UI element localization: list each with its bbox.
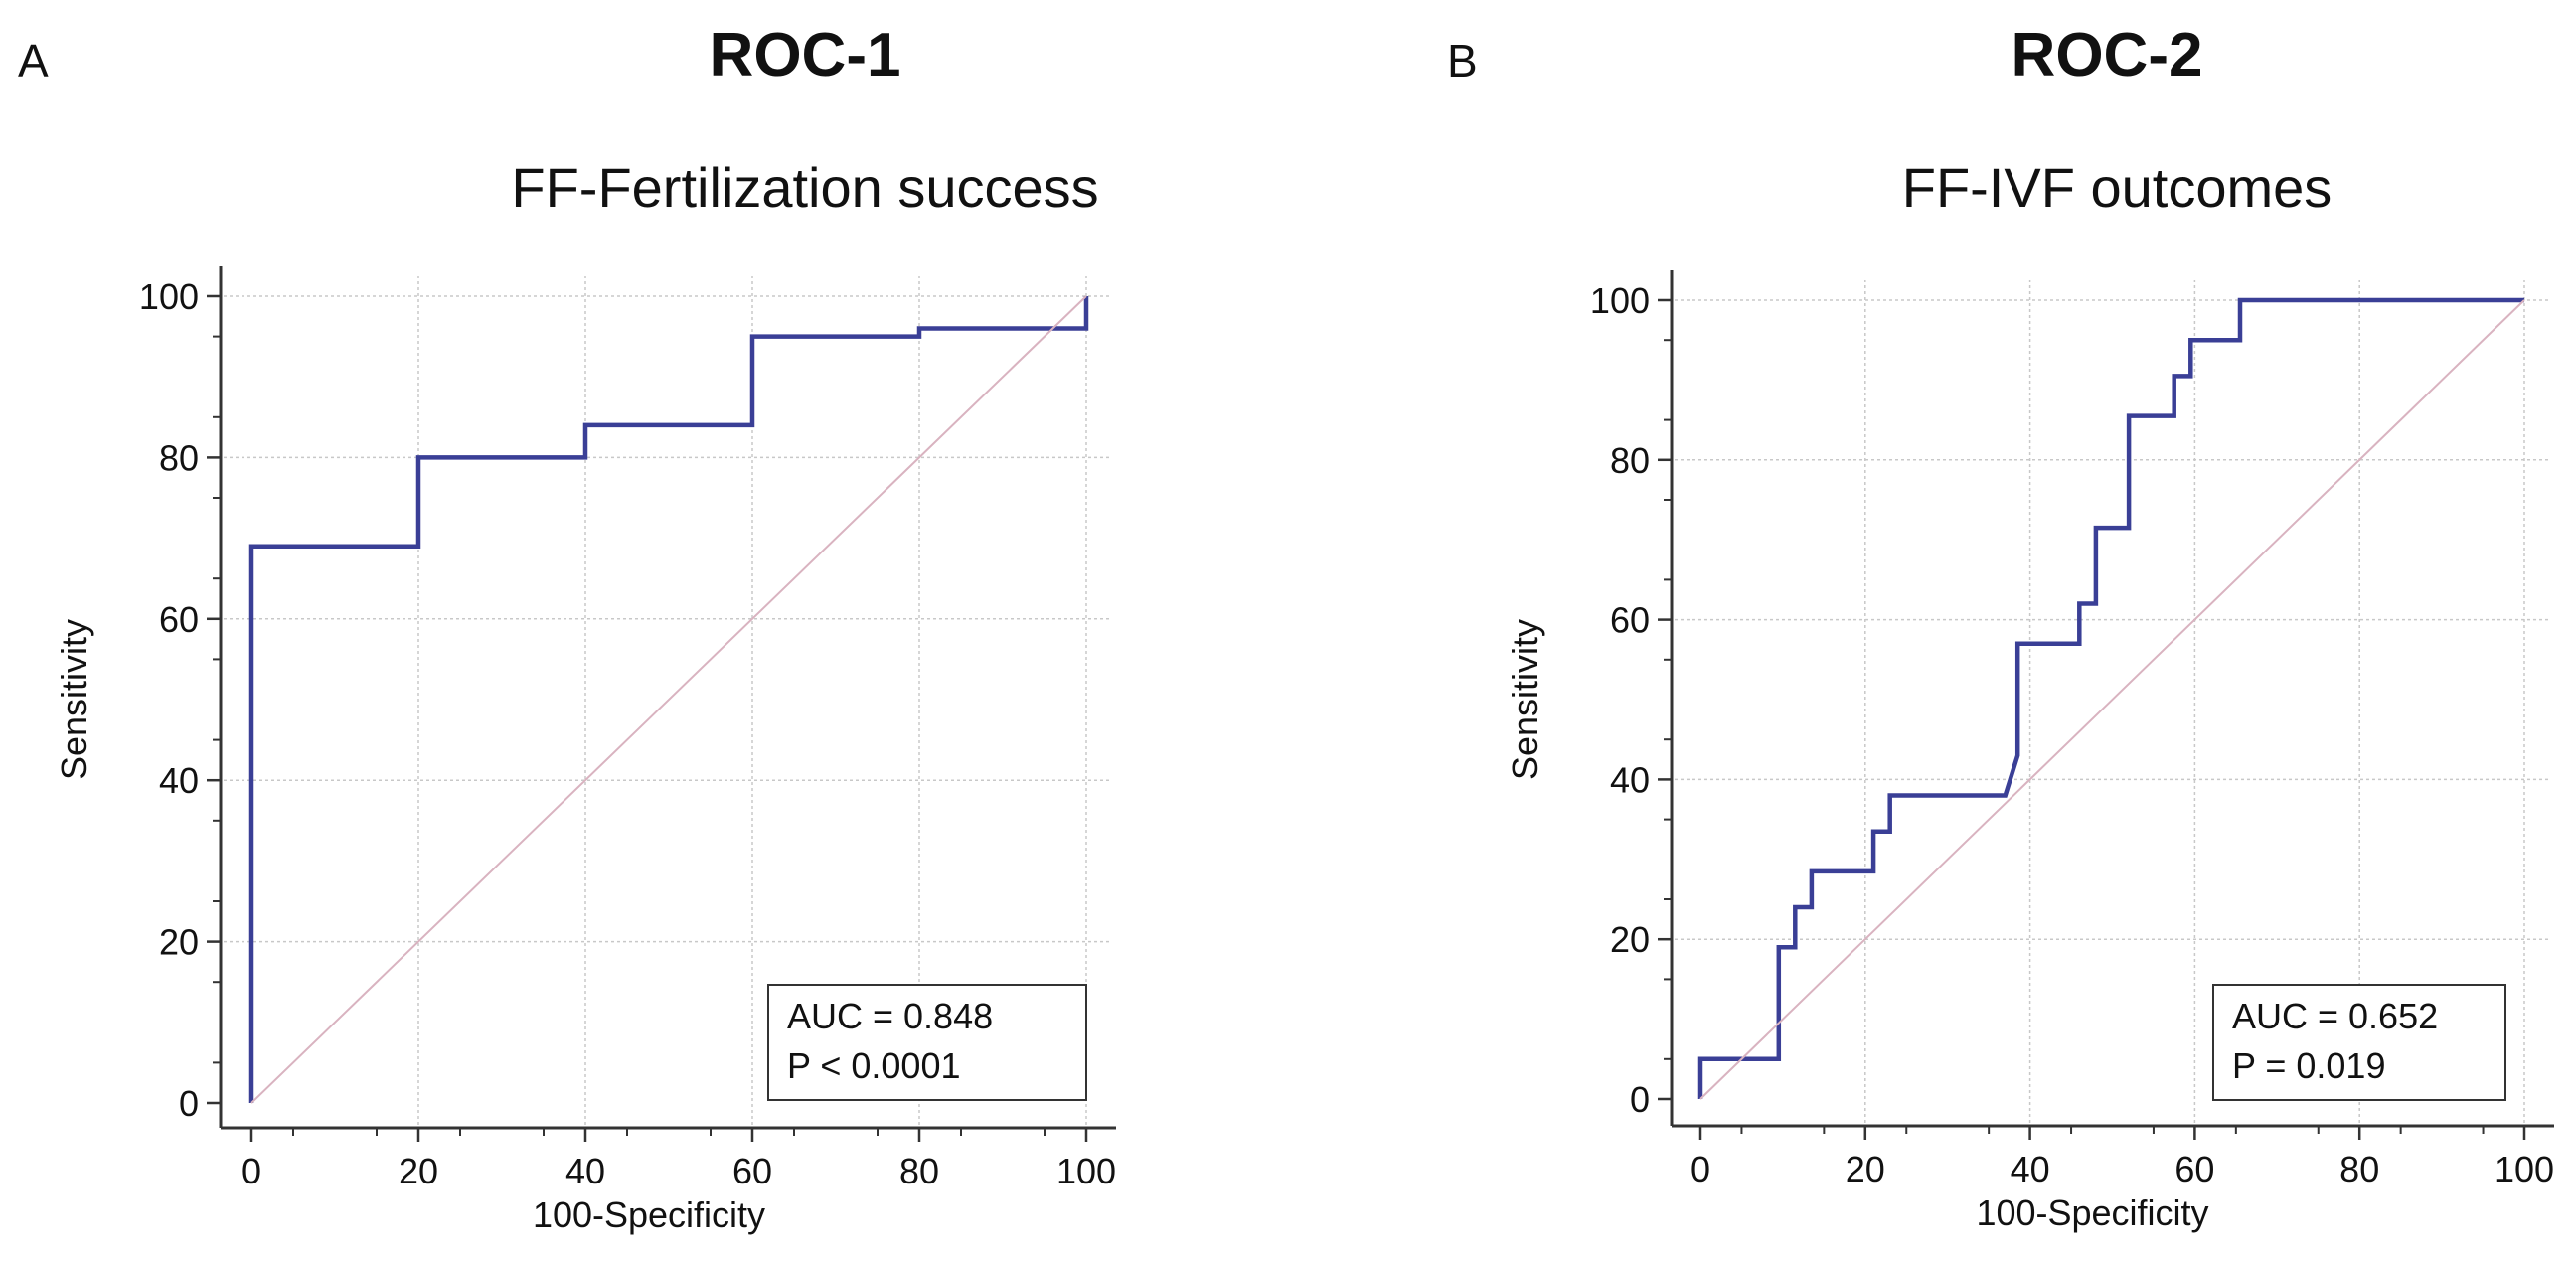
panel-b-letter: B <box>1447 35 1478 86</box>
chart-a-x-tick-label-80: 80 <box>899 1151 939 1191</box>
chart-b-x-tick-label-80: 80 <box>2339 1149 2379 1189</box>
chart-b-x-tick-label-100: 100 <box>2495 1149 2554 1189</box>
chart-a-p-value: P < 0.0001 <box>787 1045 961 1086</box>
chart-b-y-axis-label: Sensitivity <box>1505 619 1545 780</box>
panel-b-title: ROC-2 <box>2011 21 2203 89</box>
chart-a-x-tick-label-40: 40 <box>565 1151 605 1191</box>
chart-a-stats-box: AUC = 0.848 P < 0.0001 <box>767 984 1087 1101</box>
chart-b-y-tick-label-60: 60 <box>1610 600 1650 641</box>
chart-a-title: FF-Fertilization success <box>511 156 1099 219</box>
chart-a-x-tick-label-20: 20 <box>399 1151 438 1191</box>
chart-a-reference-line <box>250 295 1087 1104</box>
chart-a-x-tick-label-100: 100 <box>1056 1151 1116 1191</box>
chart-b-auc: AUC = 0.652 <box>2232 996 2439 1036</box>
chart-b-x-tick-label-0: 0 <box>1690 1149 1710 1189</box>
chart-b-y-tick-label-80: 80 <box>1610 440 1650 481</box>
chart-a-y-tick-label-0: 0 <box>179 1083 199 1124</box>
chart-a-y-tick-label-40: 40 <box>159 760 199 801</box>
chart-a-y-tick-label-20: 20 <box>159 922 199 963</box>
chart-b-reference-line <box>1699 299 2525 1100</box>
panel-a-letter: A <box>18 35 49 86</box>
chart-b-y-tick-label-40: 40 <box>1610 759 1650 800</box>
chart-b-title: FF-IVF outcomes <box>1901 156 2333 219</box>
chart-a-plot: 0 20 40 60 80 100 0 20 40 60 80 100 100-Specificity S… <box>54 266 1116 1235</box>
chart-a-y-tick-label-60: 60 <box>159 599 199 640</box>
chart-a-auc: AUC = 0.848 <box>787 996 994 1036</box>
chart-a-x-axis-label: 100-Specificity <box>533 1194 765 1235</box>
chart-b-x-tick-label-60: 60 <box>2174 1149 2214 1189</box>
chart-a-y-axis-label: Sensitivity <box>54 619 94 780</box>
chart-b-stats-box: AUC = 0.652 P = 0.019 <box>2212 984 2506 1101</box>
chart-b-y-tick-label-100: 100 <box>1590 280 1650 321</box>
chart-b-x-axis-label: 100-Specificity <box>1976 1192 2208 1233</box>
chart-b-x-tick-label-40: 40 <box>2011 1149 2050 1189</box>
chart-b-x-tick-label-20: 20 <box>1846 1149 1885 1189</box>
chart-b-roc-curve <box>1697 297 2524 1099</box>
chart-a-roc-curve <box>248 296 1089 1103</box>
chart-b-plot: 0 20 40 60 80 100 0 20 40 60 80 100 100-Specificity S… <box>1505 270 2554 1233</box>
chart-a-y-tick-label-80: 80 <box>159 437 199 478</box>
chart-a-x-tick-label-0: 0 <box>242 1151 261 1191</box>
chart-a-y-tick-label-100: 100 <box>139 276 199 317</box>
panel-a-title: ROC-1 <box>709 21 901 89</box>
chart-a-x-tick-label-60: 60 <box>732 1151 772 1191</box>
chart-b-y-tick-label-20: 20 <box>1610 919 1650 960</box>
chart-b-p-value: P = 0.019 <box>2232 1045 2386 1086</box>
chart-b-y-tick-label-0: 0 <box>1630 1079 1650 1120</box>
